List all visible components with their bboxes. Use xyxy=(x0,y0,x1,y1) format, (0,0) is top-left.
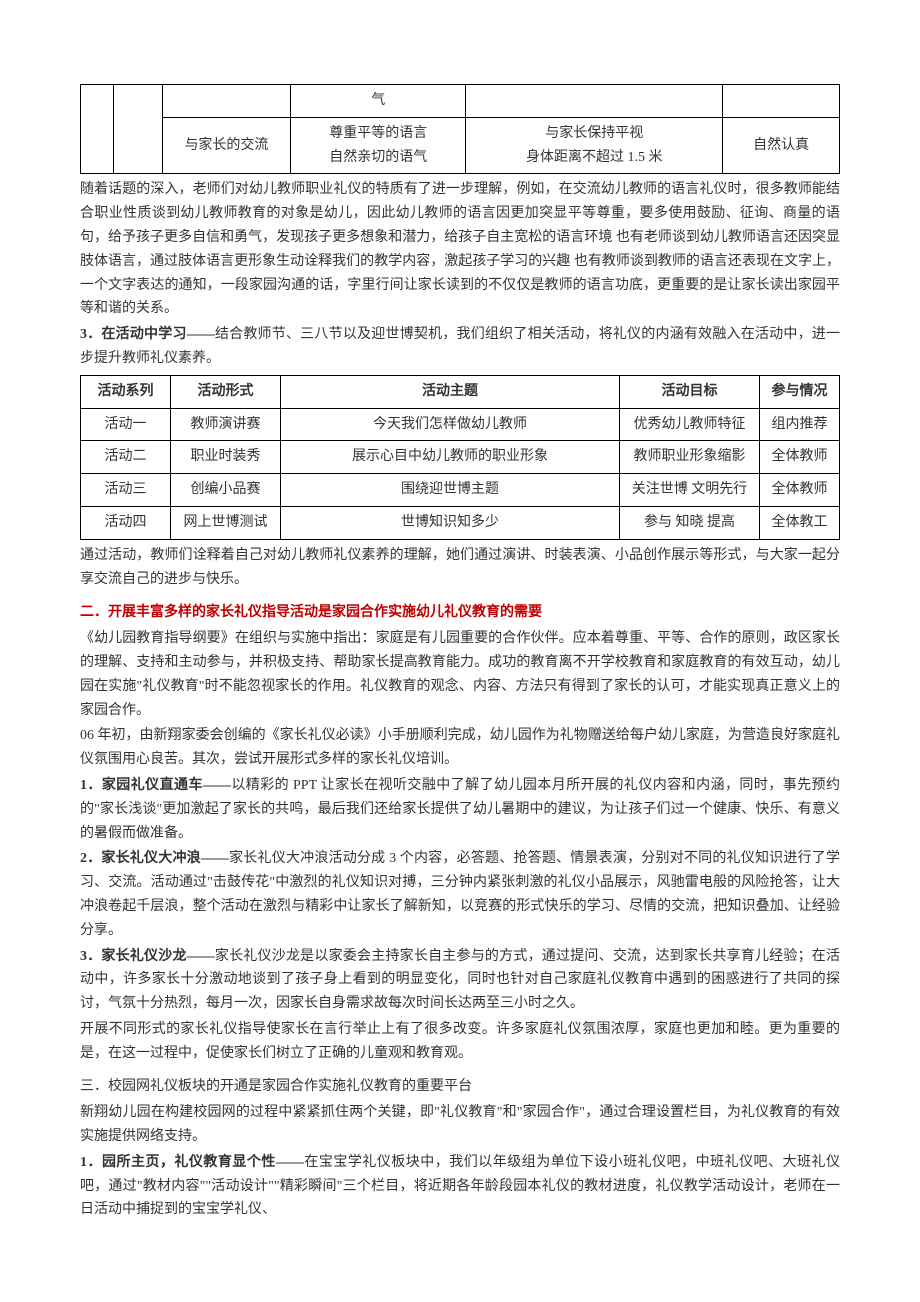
para-after-activities: 通过活动，教师们诠释着自己对幼儿教师礼仪素养的理解，她们通过演讲、时装表演、小品… xyxy=(80,544,840,592)
cell: 优秀幼儿教师特征 xyxy=(620,408,760,441)
th-topic: 活动主题 xyxy=(281,375,620,408)
cell: 围绕迎世博主题 xyxy=(281,474,620,507)
para-campus-net: 新翔幼儿园在构建校园网的过程中紧紧抓住两个关键，即"礼仪教育"和"家园合作"，通… xyxy=(80,1101,840,1149)
cell: 活动一 xyxy=(81,408,171,441)
cell: 全体教工 xyxy=(760,506,840,539)
para-intro: 随着话题的深入，老师们对幼儿教师职业礼仪的特质有了进一步理解，例如，在交流幼儿教… xyxy=(80,178,840,321)
cell: 活动三 xyxy=(81,474,171,507)
para-handbook: 06 年初，由新翔家委会创编的《家长礼仪必读》小手册顺利完成，幼儿园作为礼物赠送… xyxy=(80,724,840,772)
table-row: 活动一 教师演讲赛 今天我们怎样做幼儿教师 优秀幼儿教师特征 组内推荐 xyxy=(81,408,840,441)
cell: 关注世博 文明先行 xyxy=(620,474,760,507)
cell: 职业时装秀 xyxy=(171,441,281,474)
para-item-1: 1．家园礼仪直通车——以精彩的 PPT 让家长在视听交融中了解了幼儿园本月所开展… xyxy=(80,774,840,845)
para-guideline: 《幼儿园教育指导纲要》在组织与实施中指出：家庭是有儿园重要的合作伙伴。应本着尊重… xyxy=(80,627,840,722)
heading-section-2: 二．开展丰富多样的家长礼仪指导活动是家园合作实施幼儿礼仪教育的需要 xyxy=(80,601,840,625)
para-outcome: 开展不同形式的家长礼仪指导使家长在言行举止上有了很多改变。许多家庭礼仪氛围浓厚，… xyxy=(80,1018,840,1066)
cell-blank-2 xyxy=(466,85,723,118)
cell-language: 尊重平等的语言 自然亲切的语气 xyxy=(291,117,466,174)
para-item-3: 3．家长礼仪沙龙——家长礼仪沙龙是以家委会主持家长自主参与的方式，通过提问、交流… xyxy=(80,945,840,1016)
cell: 活动二 xyxy=(81,441,171,474)
cell: 网上世博测试 xyxy=(171,506,281,539)
cell: 教师演讲赛 xyxy=(171,408,281,441)
table-row: 活动二 职业时装秀 展示心目中幼儿教师的职业形象 教师职业形象缩影 全体教师 xyxy=(81,441,840,474)
cell: 参与 知晓 提高 xyxy=(620,506,760,539)
cell: 创编小品赛 xyxy=(171,474,281,507)
lead-item-3: 3．家长礼仪沙龙—— xyxy=(80,949,215,964)
para-item-2: 2．家长礼仪大冲浪——家长礼仪大冲浪活动分成 3 个内容，必答题、抢答题、情景表… xyxy=(80,847,840,942)
lead-activity: 3．在活动中学习—— xyxy=(80,327,215,342)
cell: 组内推荐 xyxy=(760,408,840,441)
cell: 世博知识知多少 xyxy=(281,506,620,539)
cell-parent-comm: 与家长的交流 xyxy=(162,117,290,174)
th-participate: 参与情况 xyxy=(760,375,840,408)
cell: 全体教师 xyxy=(760,474,840,507)
table-row: 活动四 网上世博测试 世博知识知多少 参与 知晓 提高 全体教工 xyxy=(81,506,840,539)
table-row: 活动三 创编小品赛 围绕迎世博主题 关注世博 文明先行 全体教师 xyxy=(81,474,840,507)
th-goal: 活动目标 xyxy=(620,375,760,408)
heading-section-3: 三．校园网礼仪板块的开通是家园合作实施礼仪教育的重要平台 xyxy=(80,1075,840,1099)
cell-qi: 气 xyxy=(291,85,466,118)
cell: 教师职业形象缩影 xyxy=(620,441,760,474)
cell-blank xyxy=(162,85,290,118)
merged-cell-1 xyxy=(81,85,114,174)
cell-blank-3 xyxy=(723,85,840,118)
th-series: 活动系列 xyxy=(81,375,171,408)
table-etiquette-detail: 气 与家长的交流 尊重平等的语言 自然亲切的语气 与家长保持平视 身体距离不超过… xyxy=(80,84,840,174)
lead-item-1: 1．家园礼仪直通车—— xyxy=(80,778,231,793)
cell: 今天我们怎样做幼儿教师 xyxy=(281,408,620,441)
cell-attitude: 自然认真 xyxy=(723,117,840,174)
cell: 全体教师 xyxy=(760,441,840,474)
cell: 展示心目中幼儿教师的职业形象 xyxy=(281,441,620,474)
table-activities: 活动系列 活动形式 活动主题 活动目标 参与情况 活动一 教师演讲赛 今天我们怎… xyxy=(80,375,840,540)
lead-item-2: 2．家长礼仪大冲浪—— xyxy=(80,851,229,866)
cell-distance: 与家长保持平视 身体距离不超过 1.5 米 xyxy=(466,117,723,174)
th-form: 活动形式 xyxy=(171,375,281,408)
para-activity-learning: 3．在活动中学习——结合教师节、三八节以及迎世博契机，我们组织了相关活动，将礼仪… xyxy=(80,323,840,371)
merged-cell-2 xyxy=(113,85,162,174)
cell: 活动四 xyxy=(81,506,171,539)
lead-item-4: 1．园所主页，礼仪教育显个性—— xyxy=(80,1155,304,1170)
para-item-4: 1．园所主页，礼仪教育显个性——在宝宝学礼仪板块中，我们以年级组为单位下设小班礼… xyxy=(80,1151,840,1222)
